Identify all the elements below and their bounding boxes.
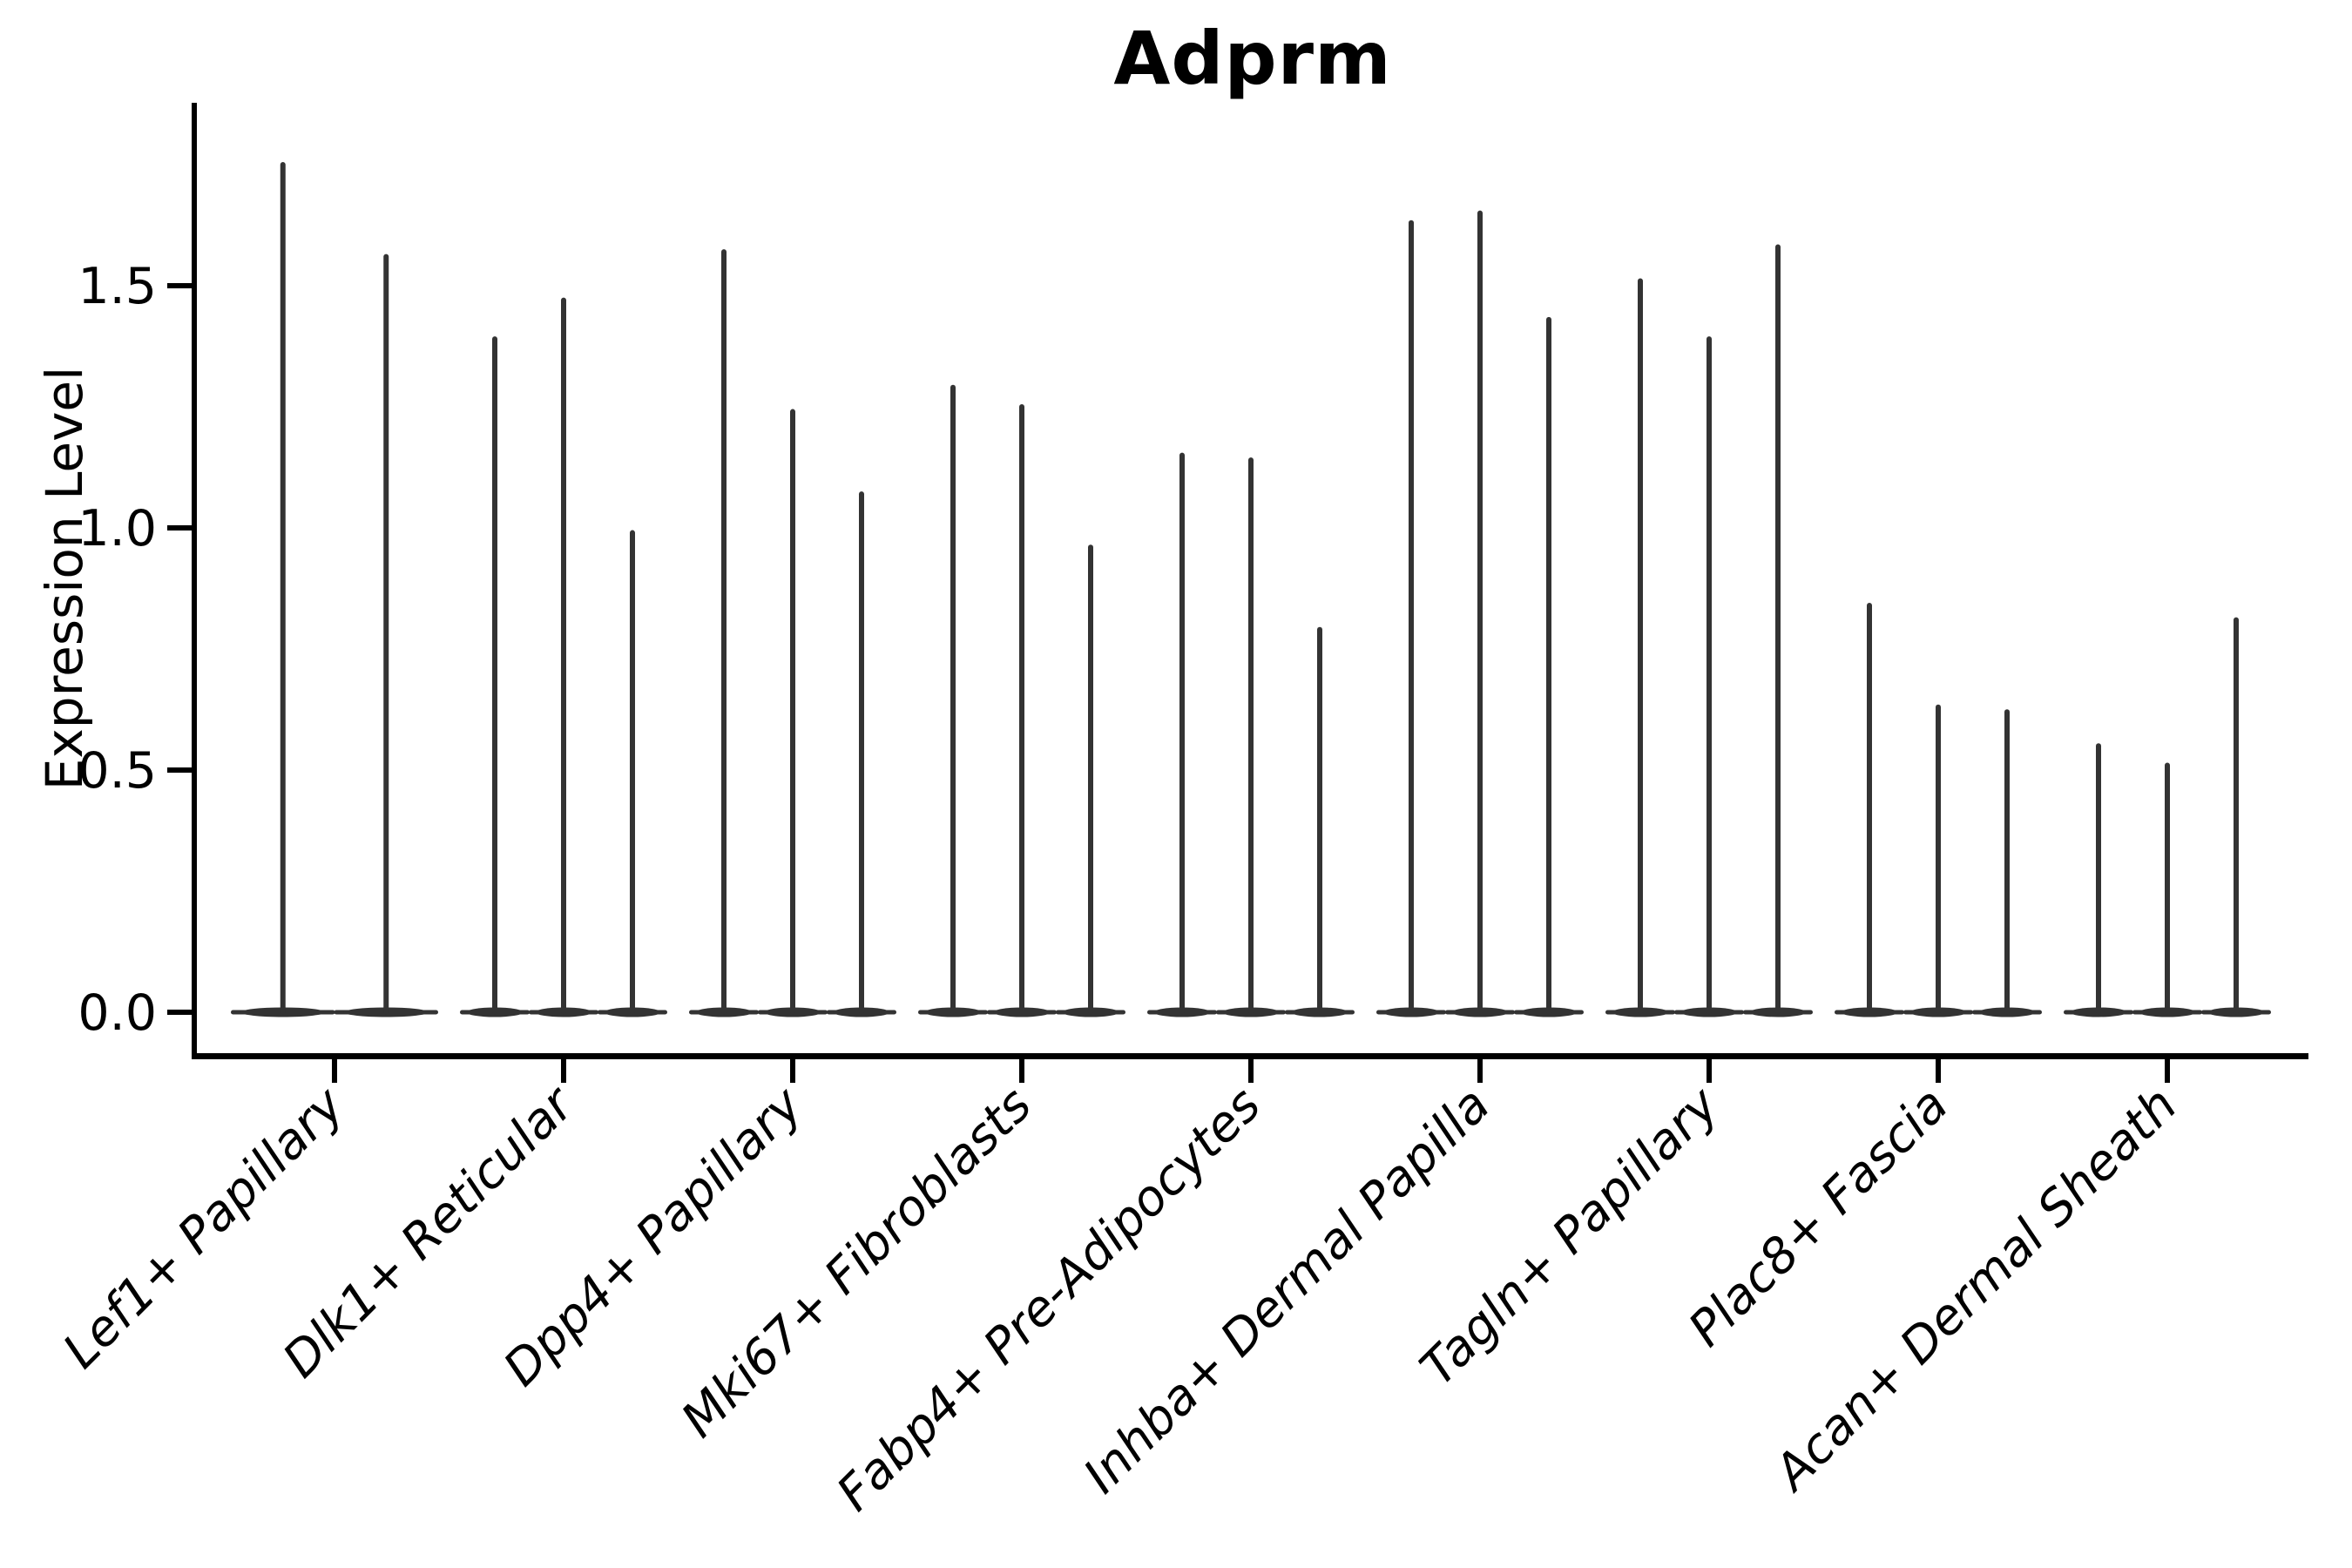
x-tick <box>1477 1059 1483 1083</box>
y-tick <box>167 525 192 531</box>
x-tick <box>2165 1059 2170 1083</box>
y-tick-label: 1.0 <box>78 500 157 558</box>
y-tick-label: 1.5 <box>78 258 157 315</box>
x-axis-spine <box>192 1053 2308 1059</box>
x-tick <box>1019 1059 1024 1083</box>
x-tick <box>1707 1059 1712 1083</box>
x-tick <box>332 1059 337 1083</box>
y-tick <box>167 1010 192 1015</box>
x-tick-label: Acan+ Dermal Sheath <box>1762 1077 2188 1503</box>
x-tick-label: Fabp4+ Pre-Adipocytes <box>827 1077 1272 1522</box>
x-tick <box>1936 1059 1941 1083</box>
y-tick-label: 0.0 <box>78 984 157 1042</box>
x-tick-label: Inhba+ Dermal Papilla <box>1073 1077 1501 1504</box>
y-axis-label: Expression Level <box>35 366 94 791</box>
x-tick <box>561 1059 566 1083</box>
chart-title: Adprm <box>1113 16 1392 101</box>
y-tick-label: 0.5 <box>78 742 157 800</box>
y-tick <box>167 767 192 773</box>
y-axis-spine <box>192 103 197 1059</box>
y-tick <box>167 283 192 288</box>
x-tick <box>790 1059 795 1083</box>
x-tick <box>1248 1059 1254 1083</box>
